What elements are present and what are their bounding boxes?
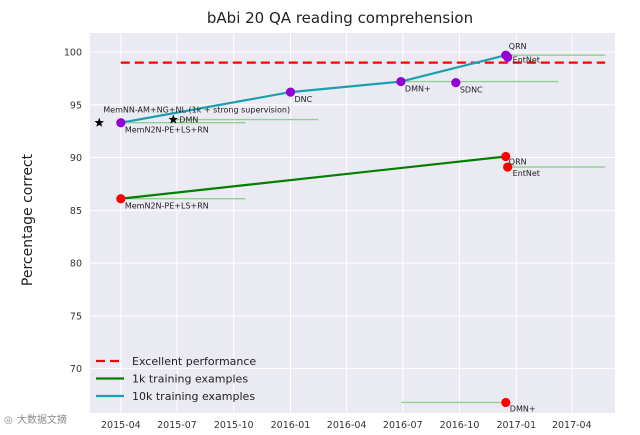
x-tick-label-2017-04: 2017-04	[552, 420, 592, 431]
annotation-qrn-6: QRN	[509, 42, 527, 51]
point-dnc-3	[285, 87, 296, 97]
series-lines	[120, 54, 606, 200]
error-bars	[120, 54, 606, 404]
annotation-entnet-10: EntNet	[513, 169, 540, 178]
annotation-dmn-2: DMN	[179, 116, 198, 125]
x-tick-label-2015-07: 2015-07	[157, 420, 197, 431]
watermark: ◎ 大数据文摘	[4, 413, 67, 426]
legend-label-10k-training-examples: 10k training examples	[132, 390, 255, 403]
plot-background	[90, 33, 615, 413]
point-memn2n-pe-ls-rn-8	[116, 194, 126, 204]
y-tick-label-70: 70	[70, 364, 82, 375]
legend: Excellent performance 1k training example…	[96, 355, 256, 403]
x-tick-label-2017-01: 2017-01	[496, 420, 536, 431]
legend-label-1k-training-examples: 1k training examples	[132, 373, 248, 386]
annotation-memnn-am-ng-nl-1k-strong-supervision-0: MemNN-AM+NG+NL (1k + strong supervision)	[103, 106, 290, 115]
y-tick-label-95: 95	[70, 100, 82, 111]
point-entnet-7	[503, 52, 513, 62]
x-tick-label-2015-10: 2015-10	[214, 420, 254, 431]
annotation-dmn-11: DMN+	[510, 404, 536, 413]
y-axis-label: Percentage correct	[20, 153, 36, 286]
series-line-10k-training-examples	[120, 54, 507, 124]
x-tick-label-2016-01: 2016-01	[271, 420, 311, 431]
point-dmn-11	[501, 397, 511, 408]
x-tick-label-2016-07: 2016-07	[383, 420, 423, 431]
series-line-1k-training-examples	[120, 155, 506, 200]
data-points	[94, 50, 513, 408]
annotation-entnet-7: EntNet	[513, 55, 540, 64]
point-qrn-9	[501, 151, 511, 162]
y-tick-label-75: 75	[70, 311, 82, 322]
point-memn2n-pe-ls-rn-1	[116, 118, 126, 128]
watermark-text: 大数据文摘	[17, 413, 67, 426]
point-star-memnn-am-ng-nl-1k-strong-supervision-0	[94, 117, 105, 127]
point-sdnc-5	[451, 78, 461, 88]
watermark-logo-icon: ◎	[4, 415, 13, 426]
annotation-dmn-4: DMN+	[405, 85, 431, 94]
point-annotations: MemNN-AM+NG+NL (1k + strong supervision)…	[103, 42, 540, 413]
annotation-qrn-9: QRN	[509, 158, 527, 167]
tick-labels: 70 75 80 85 90 95 100 2015-04 2015-07 2015-10 2016…	[64, 48, 592, 432]
chart-title: bAbi 20 QA reading comprehension	[207, 9, 473, 27]
y-tick-label-90: 90	[70, 153, 82, 164]
annotation-dnc-3: DNC	[294, 95, 312, 104]
grid-lines	[90, 33, 615, 413]
y-tick-label-100: 100	[64, 48, 82, 59]
point-star-dmn-2	[168, 114, 179, 124]
y-tick-label-85: 85	[70, 206, 82, 217]
x-tick-label-2015-04: 2015-04	[101, 420, 141, 431]
point-entnet-10	[503, 162, 513, 172]
x-tick-label-2016-10: 2016-10	[440, 420, 480, 431]
annotation-sdnc-5: SDNC	[460, 86, 483, 95]
point-dmn-4	[396, 76, 406, 87]
annotation-memn2n-pe-ls-rn-8: MemN2N-PE+LS+RN	[125, 202, 209, 211]
legend-label-excellent-performance: Excellent performance	[132, 355, 256, 368]
annotation-memn2n-pe-ls-rn-1: MemN2N-PE+LS+RN	[125, 126, 209, 135]
y-tick-label-80: 80	[70, 259, 82, 270]
x-tick-label-2016-04: 2016-04	[327, 420, 367, 431]
